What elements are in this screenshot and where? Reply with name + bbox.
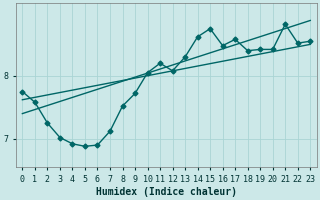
X-axis label: Humidex (Indice chaleur): Humidex (Indice chaleur) xyxy=(96,186,237,197)
